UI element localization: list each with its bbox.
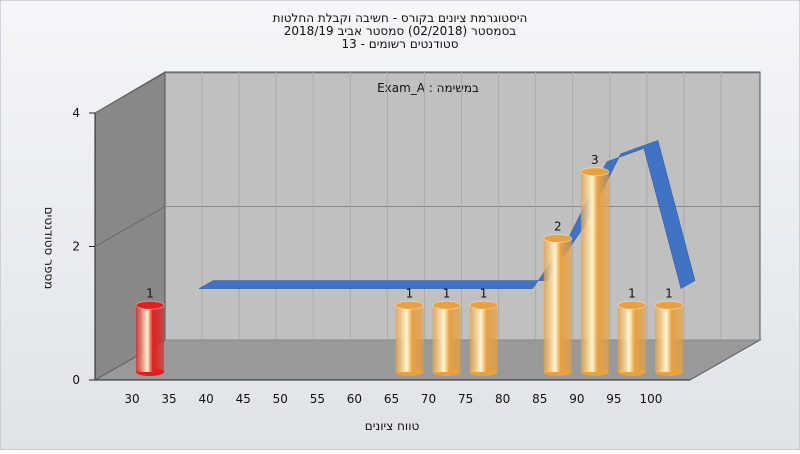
grid-line [94, 72, 166, 114]
bar-body [617, 305, 646, 372]
x-tick-label: 40 [198, 392, 213, 406]
x-tick-label: 85 [532, 392, 547, 406]
value-label: 1 [628, 286, 636, 300]
x-tick-label: 95 [606, 392, 621, 406]
bar-top [135, 300, 165, 310]
x-tick-label: 80 [495, 392, 510, 406]
bar-top [617, 300, 647, 310]
bar [654, 300, 684, 376]
value-label: 2 [554, 220, 562, 234]
bar [580, 167, 610, 376]
x-tick-label: 75 [458, 392, 473, 406]
bar-top [543, 234, 573, 243]
bar [543, 234, 573, 376]
x-tick-label: 30 [124, 392, 139, 406]
title-line: בסמסטר (02/2018) סמסטר אביב 2018/19 [284, 24, 516, 38]
x-tick-label: 60 [347, 392, 362, 406]
bar [432, 300, 462, 376]
y-tick-label: 0 [72, 373, 80, 387]
x-tick-label: 50 [273, 392, 288, 406]
y-axis-label: מספר סטודנטים [42, 207, 56, 290]
bar-body [395, 305, 424, 372]
bar-top [654, 300, 684, 310]
x-tick-label: 35 [161, 392, 176, 406]
x-tick-label: 90 [569, 392, 584, 406]
bar [617, 300, 647, 376]
value-label: 1 [406, 286, 414, 300]
trend-ribbon [198, 140, 696, 289]
bar [394, 300, 424, 376]
y-tick-label: 2 [72, 240, 80, 254]
value-label: 1 [480, 286, 488, 300]
bar [135, 300, 165, 376]
bar-top [394, 300, 424, 310]
x-tick-label: 55 [310, 392, 325, 406]
value-label: 1 [443, 286, 451, 300]
bar-body [580, 171, 609, 372]
x-tick-label: 45 [236, 392, 251, 406]
bar-body [543, 238, 572, 372]
value-label: 1 [146, 286, 154, 300]
x-tick-label: 100 [640, 392, 663, 406]
x-tick-label: 65 [384, 392, 399, 406]
bar-top [580, 167, 610, 177]
bar-body [136, 305, 164, 372]
x-tick-label: 70 [421, 392, 436, 406]
bar [469, 300, 499, 376]
bar-body [432, 305, 461, 372]
grid-line [94, 206, 166, 247]
annotation: Exam_A : במשימה [377, 81, 479, 95]
y-tick-label: 4 [72, 106, 80, 120]
bar-body [469, 305, 498, 372]
value-label: 3 [591, 153, 599, 167]
value-label: 1 [665, 286, 673, 300]
bar-top [469, 300, 499, 310]
bar-body [654, 305, 683, 372]
title-line: היסטוגרמת ציונים בקורס - חשיבה וקבלת החל… [273, 11, 528, 25]
x-axis-label: טווח ציונים [365, 419, 420, 433]
title-line: סטודנטים רשומים - 13 [341, 37, 458, 51]
bar-top [432, 300, 462, 310]
